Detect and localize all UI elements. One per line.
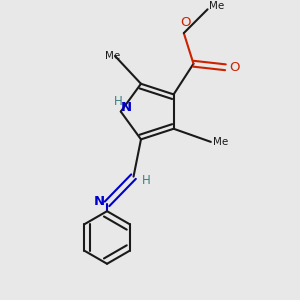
Text: O: O: [229, 61, 239, 74]
Text: O: O: [180, 16, 190, 29]
Text: H: H: [114, 95, 123, 108]
Text: H: H: [141, 174, 150, 187]
Text: Me: Me: [209, 2, 224, 11]
Text: N: N: [121, 101, 132, 114]
Text: N: N: [93, 195, 104, 208]
Text: Me: Me: [104, 51, 120, 61]
Text: Me: Me: [213, 137, 229, 147]
